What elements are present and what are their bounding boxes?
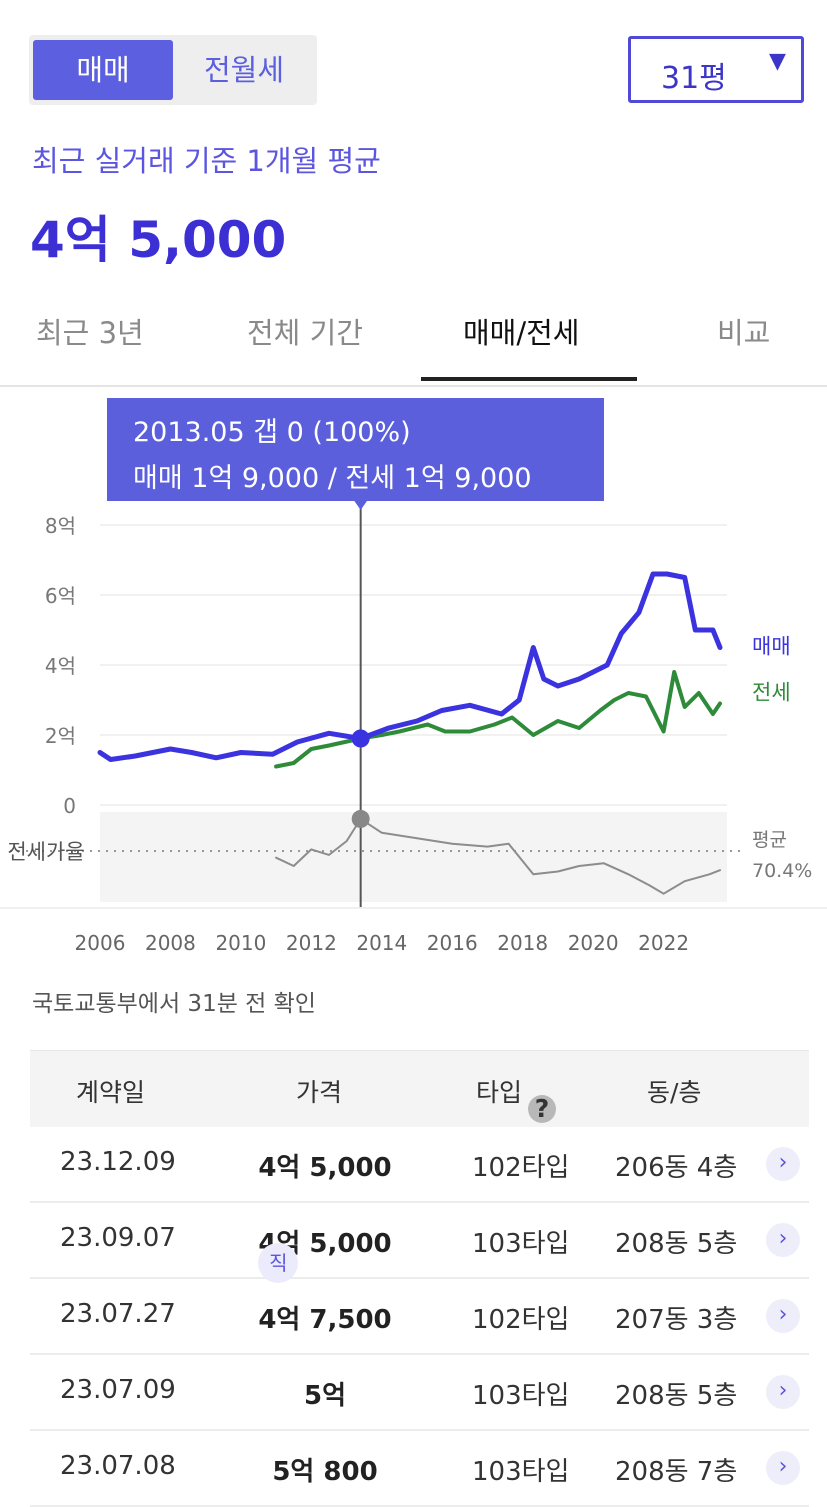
active-tab-indicator <box>421 377 637 381</box>
row-dong: 207동 3층 <box>615 1305 738 1335</box>
tooltip-price-line: 매매 1억 9,000 / 전세 1억 9,000 <box>133 463 532 494</box>
row-price-cell: 4억 7,500 <box>220 1299 430 1336</box>
x-tick-label: 2014 <box>356 931 407 955</box>
table-row[interactable]: 23.12.09 4억 5,000 102타입 206동 4층 › <box>30 1127 809 1203</box>
x-tick-label: 2010 <box>215 931 266 955</box>
jeonse-ratio-line <box>275 817 721 895</box>
chevron-right-icon[interactable]: › <box>766 1223 800 1257</box>
sale-series-label: 매매 <box>752 635 791 659</box>
size-dropdown[interactable]: 31평 ▼ <box>628 36 804 103</box>
row-date: 23.09.07 <box>60 1223 176 1253</box>
sale-toggle-button[interactable]: 매매 <box>33 40 173 100</box>
sale-price-line <box>97 571 723 762</box>
header-price: 가격 <box>296 1078 343 1107</box>
table-row[interactable]: 23.09.07 직 4억 5,000 103타입 208동 5층 › <box>30 1203 809 1283</box>
lease-toggle-button[interactable]: 전월세 <box>203 53 285 87</box>
ratio-highlight-point[interactable] <box>351 809 370 828</box>
table-header: 계약일 가격 타입? 동/층 <box>30 1050 809 1127</box>
row-dong: 206동 4층 <box>615 1153 738 1183</box>
row-price: 5억 800 <box>272 1457 378 1487</box>
lease-series-label: 전세 <box>752 681 791 705</box>
y-tick-label: 6억 <box>45 584 76 608</box>
chart-tooltip: 2013.05 갭 0 (100%) 매매 1억 9,000 / 전세 1억 9… <box>107 398 604 501</box>
row-price-cell: 직 4억 5,000 <box>220 1223 430 1283</box>
ratio-label: 전세가율 <box>7 840 84 864</box>
help-icon[interactable]: ? <box>528 1095 557 1123</box>
tab-recent-3-years[interactable]: 최근 3년 <box>36 316 144 350</box>
chevron-right-icon[interactable]: › <box>766 1299 800 1333</box>
y-tick-label: 2억 <box>45 724 76 748</box>
deal-type-toggle: 매매 전월세 <box>29 35 317 105</box>
ratio-average-label: 평균 <box>752 829 787 851</box>
table-body: 23.12.09 4억 5,000 102타입 206동 4층 › 23.09.07 직 4억… <box>30 1127 809 1507</box>
header-type: 타입? <box>476 1073 557 1123</box>
row-price: 5억 <box>303 1381 346 1411</box>
tab-all-period[interactable]: 전체 기간 <box>247 316 363 350</box>
highlight-point[interactable] <box>351 729 370 748</box>
x-tick-label: 2006 <box>75 931 126 955</box>
row-price: 4억 5,000 <box>258 1153 392 1183</box>
ratio-average-value: 70.4% <box>752 860 812 882</box>
x-tick-label: 2012 <box>286 931 337 955</box>
row-dong: 208동 7층 <box>615 1457 738 1487</box>
source-note: 국토교통부에서 31분 전 확인 <box>32 991 316 1017</box>
chevron-right-icon[interactable]: › <box>766 1147 800 1181</box>
row-type: 102타입 <box>472 1153 570 1183</box>
row-price-cell: 5억 800 <box>220 1451 430 1488</box>
direct-deal-badge: 직 <box>258 1243 299 1283</box>
row-type: 103타입 <box>472 1229 570 1259</box>
x-tick-label: 2016 <box>427 931 478 955</box>
tab-sale-lease[interactable]: 매매/전세 <box>463 316 580 350</box>
chevron-down-icon: ▼ <box>769 49 786 74</box>
header-type-label: 타입 <box>476 1078 523 1107</box>
x-tick-label: 2022 <box>638 931 689 955</box>
row-date: 23.07.08 <box>60 1451 176 1481</box>
x-tick-label: 2008 <box>145 931 196 955</box>
y-tick-label: 4억 <box>45 654 76 678</box>
table-row[interactable]: 23.07.08 5억 800 103타입 208동 7층 › <box>30 1431 809 1507</box>
row-type: 103타입 <box>472 1381 570 1411</box>
chevron-right-icon[interactable]: › <box>766 1375 800 1409</box>
row-price-cell: 5억 <box>220 1375 430 1412</box>
row-date: 23.07.09 <box>60 1375 176 1405</box>
size-dropdown-value: 31평 <box>661 61 727 96</box>
tooltip-gap-line: 2013.05 갭 0 (100%) <box>133 417 411 448</box>
ratio-band-background <box>100 812 727 902</box>
chart-divider <box>0 907 827 909</box>
y-tick-label: 8억 <box>45 514 76 538</box>
row-type: 103타입 <box>472 1457 570 1487</box>
x-tick-label: 2020 <box>568 931 619 955</box>
header-dong: 동/층 <box>647 1078 702 1107</box>
header-date: 계약일 <box>76 1078 146 1107</box>
table-row[interactable]: 23.07.09 5억 103타입 208동 5층 › <box>30 1355 809 1431</box>
row-type: 102타입 <box>472 1305 570 1335</box>
average-price-caption: 최근 실거래 기준 1개월 평균 <box>32 144 381 178</box>
table-row[interactable]: 23.07.27 4억 7,500 102타입 207동 3층 › <box>30 1279 809 1355</box>
row-price-cell: 4억 5,000 <box>220 1147 430 1184</box>
y-tick-label: 0 <box>63 794 76 818</box>
chevron-right-icon[interactable]: › <box>766 1451 800 1485</box>
average-price: 4억 5,000 <box>30 211 287 269</box>
tooltip-pointer <box>353 500 368 510</box>
row-dong: 208동 5층 <box>615 1381 738 1411</box>
transactions-table: 계약일 가격 타입? 동/층 23.12.09 4억 5,000 102타입 206동… <box>30 1050 809 1507</box>
row-price: 4억 7,500 <box>258 1305 392 1335</box>
lease-price-line <box>274 670 722 769</box>
tab-compare[interactable]: 비교 <box>717 316 771 350</box>
row-date: 23.12.09 <box>60 1147 176 1177</box>
x-tick-label: 2018 <box>497 931 548 955</box>
row-date: 23.07.27 <box>60 1299 176 1329</box>
period-tabs: 최근 3년 전체 기간 매매/전세 비교 <box>0 295 827 387</box>
row-dong: 208동 5층 <box>615 1229 738 1259</box>
